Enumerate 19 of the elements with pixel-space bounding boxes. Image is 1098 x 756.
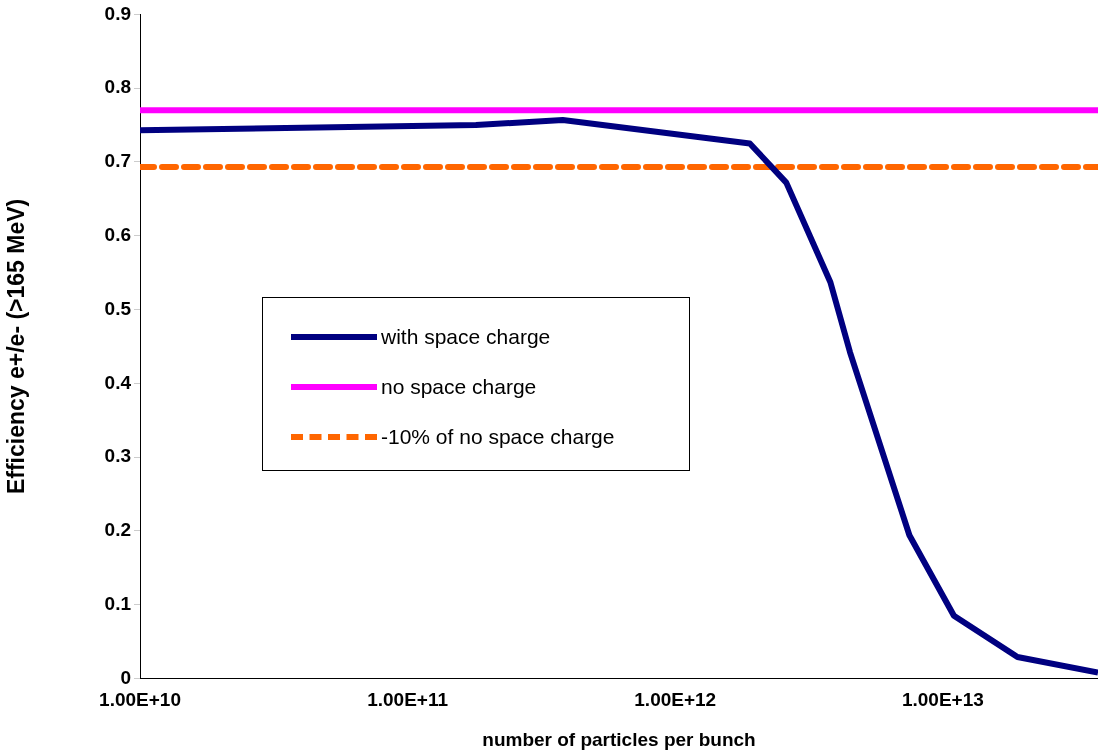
y-tick-label: 0.9 (104, 2, 131, 24)
y-tick-label: 0.3 (104, 445, 131, 467)
y-axis-title: Efficiency e+/e- (>165 MeV) (3, 198, 30, 495)
x-tick-label: 1.00E+11 (367, 689, 449, 711)
legend-label: with space charge (381, 325, 551, 349)
y-tick-label: 0 (120, 666, 131, 688)
legend-label: no space charge (381, 375, 537, 399)
x-axis-title: number of particles per bunch (482, 728, 756, 750)
y-tick-label: 0.1 (104, 592, 132, 614)
x-tick-label: 1.00E+12 (634, 689, 717, 711)
y-tick-label: 0.8 (104, 76, 131, 98)
x-tick-label: 1.00E+13 (901, 689, 984, 711)
y-tick-label: 0.6 (104, 223, 131, 245)
y-tick-label: 0.7 (104, 150, 131, 172)
x-tick-label: 1.00E+10 (99, 689, 181, 711)
legend-label: -10% of no space charge (381, 425, 615, 449)
y-tick-label: 0.5 (104, 297, 132, 319)
y-tick-label: 0.4 (104, 371, 132, 393)
y-tick-label: 0.2 (104, 519, 131, 541)
